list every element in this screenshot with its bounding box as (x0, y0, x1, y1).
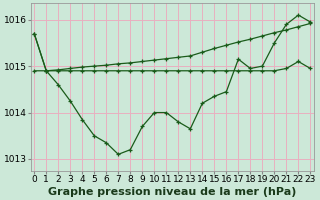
X-axis label: Graphe pression niveau de la mer (hPa): Graphe pression niveau de la mer (hPa) (48, 187, 297, 197)
